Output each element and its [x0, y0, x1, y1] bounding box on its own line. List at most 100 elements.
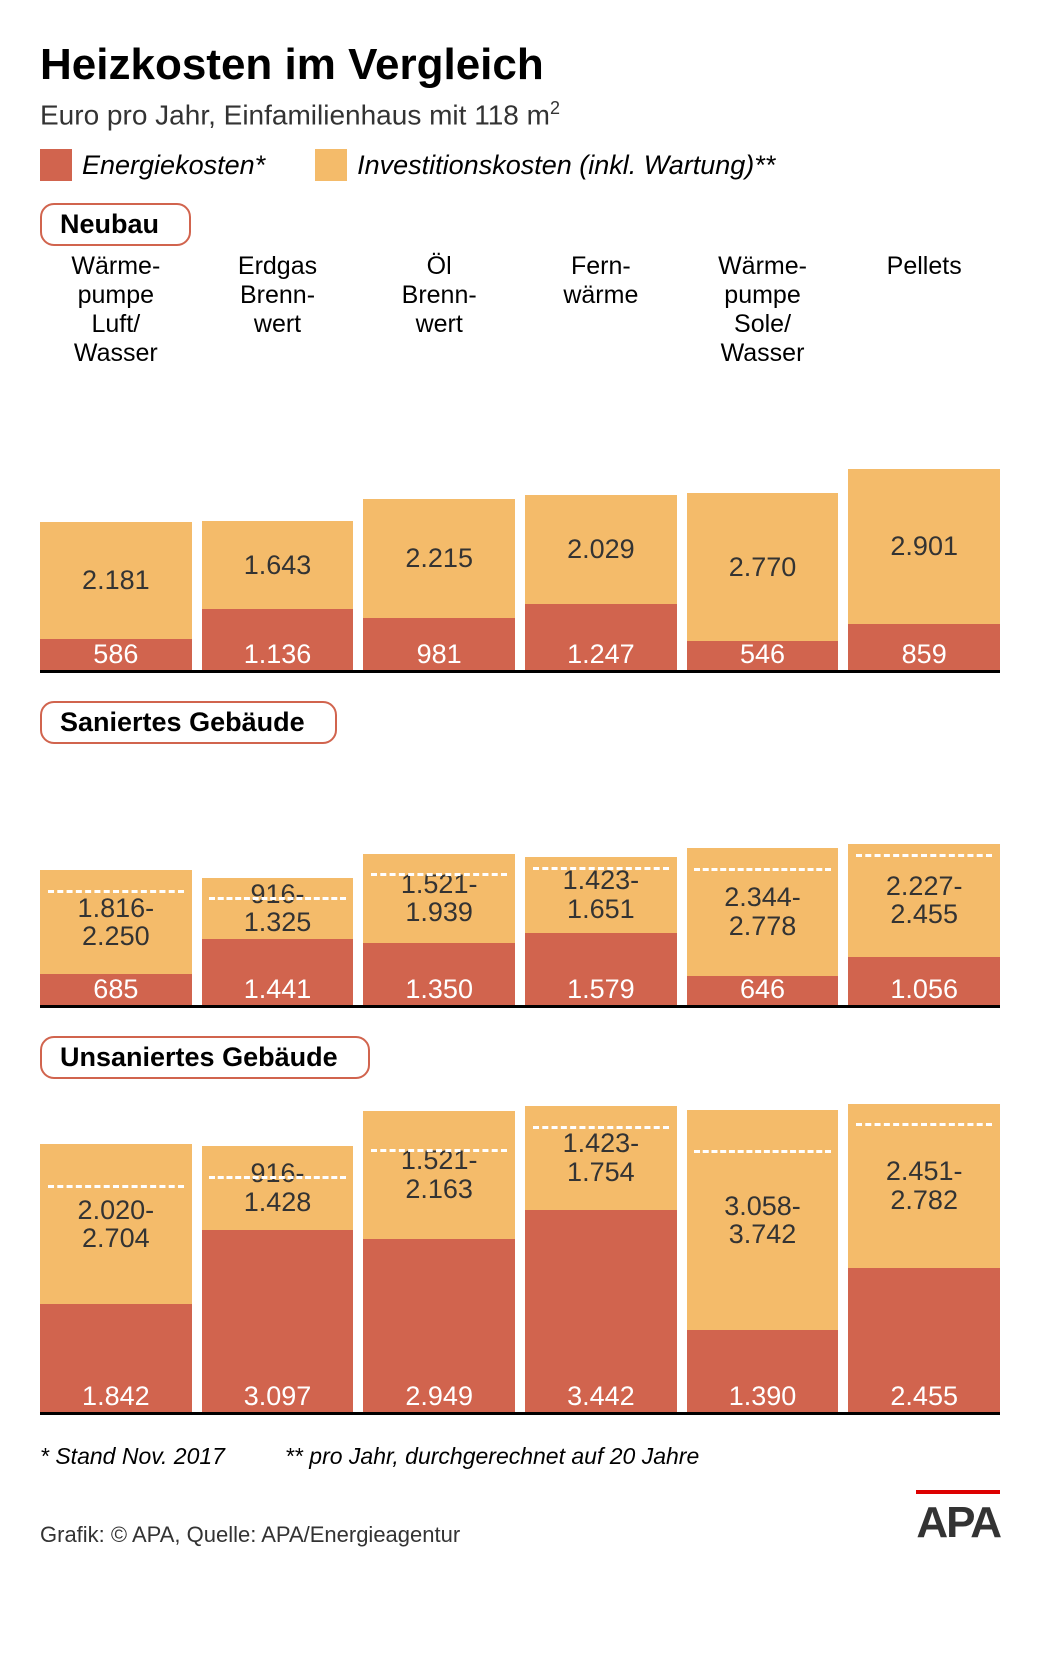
bar: 1.521-1.939 1.350 [363, 854, 515, 1006]
bar-value-energy: 1.842 [82, 1382, 150, 1410]
bar: 2.020-2.704 1.842 [40, 1144, 192, 1412]
range-dash [694, 868, 831, 871]
bar-segment-energy: 546 [687, 641, 839, 670]
bar: 1.521-2.1632.949 [363, 1111, 515, 1412]
stacked-bar-chart: 1.816-2.250685916-1.3251.4411.521-1.9391… [40, 750, 1000, 1008]
column-headers: Wärme-pumpeLuft/WasserErdgasBrenn-wertÖl… [40, 252, 1000, 367]
stacked-bar-chart: 2.1815861.6431.1362.2159812.0291.2472.77… [40, 373, 1000, 673]
bar-segment-energy: 1.390 [687, 1330, 839, 1412]
bar-segment-energy: 685 [40, 974, 192, 1006]
bar-value-energy: 3.442 [567, 1382, 635, 1410]
bar-value-energy: 1.136 [244, 640, 312, 668]
bar-segment-energy: 3.097 [202, 1230, 354, 1413]
legend-swatch [40, 149, 72, 181]
bar-value-energy: 1.390 [729, 1382, 797, 1410]
bar-segment-energy: 1.441 [202, 939, 354, 1005]
range-dash [533, 1126, 670, 1129]
bar-value-invest: 2.029 [567, 535, 635, 563]
column-header: ÖlBrenn-wert [363, 252, 515, 367]
bar-segment-invest: 1.521-1.939 [363, 854, 515, 943]
bar-segment-energy: 1.350 [363, 943, 515, 1005]
bar-segment-invest: 2.344-2.778 [687, 848, 839, 976]
bar-value-invest: 1.423-1.651 [563, 866, 640, 923]
bar-segment-invest: 1.423-1.754 [525, 1106, 677, 1209]
bar-value-invest: 2.215 [405, 544, 473, 572]
bar: 1.643 1.136 [202, 521, 354, 670]
bar: 2.770 546 [687, 493, 839, 671]
legend-item: Investitionskosten (inkl. Wartung)** [315, 149, 775, 181]
bar-value-invest: 1.521-2.163 [401, 1146, 478, 1203]
bar-value-invest: 2.770 [729, 553, 797, 581]
bar-value-energy: 685 [93, 975, 138, 1003]
bar: 916-1.428 3.097 [202, 1146, 354, 1413]
bar-value-energy: 859 [902, 640, 947, 668]
section-label: Neubau [40, 203, 191, 246]
bar-value-energy: 1.350 [405, 975, 473, 1003]
bar-segment-energy: 1.056 [848, 957, 1000, 1006]
bar-value-invest: 3.058-3.742 [724, 1192, 801, 1249]
range-dash [371, 873, 508, 876]
bar-segment-invest: 1.521-2.163 [363, 1111, 515, 1238]
legend-item: Energiekosten* [40, 149, 265, 181]
bar: 2.0291.247 [525, 495, 677, 670]
bar-segment-invest: 2.020-2.704 [40, 1144, 192, 1303]
bar-value-invest: 2.020-2.704 [78, 1196, 155, 1253]
legend: Energiekosten* Investitionskosten (inkl. … [40, 149, 1000, 181]
bar-value-invest: 2.181 [82, 566, 150, 594]
bar-segment-energy: 1.136 [202, 609, 354, 670]
bar: 1.423-1.651 1.579 [525, 857, 677, 1006]
legend-label: Energiekosten* [82, 150, 265, 181]
range-dash [694, 1150, 831, 1153]
bar-value-invest: 2.344-2.778 [724, 883, 801, 940]
section-label: Saniertes Gebäude [40, 701, 337, 744]
bar: 2.344-2.778 646 [687, 848, 839, 1006]
bar-value-invest: 2.451-2.782 [886, 1157, 963, 1214]
range-dash [209, 897, 346, 900]
column-header: Fern-wärme [525, 252, 677, 367]
bar-segment-invest: 2.451-2.782 [848, 1104, 1000, 1268]
bar-value-energy: 1.056 [890, 975, 958, 1003]
bar-segment-energy: 981 [363, 618, 515, 671]
range-dash [48, 890, 185, 893]
bar-segment-invest: 3.058-3.742 [687, 1110, 839, 1331]
bar-segment-energy: 2.455 [848, 1268, 1000, 1413]
bar-value-invest: 916-1.428 [244, 1159, 312, 1216]
subtitle-sup: 2 [550, 98, 560, 118]
column-header: Wärme-pumpeLuft/Wasser [40, 252, 192, 367]
bar: 2.451-2.782 2.455 [848, 1104, 1000, 1413]
apa-logo: APA [916, 1498, 1000, 1548]
bar-segment-energy: 1.842 [40, 1304, 192, 1413]
column-header: Pellets [848, 252, 1000, 367]
range-dash [371, 1149, 508, 1152]
bar-segment-invest: 1.423-1.651 [525, 857, 677, 933]
bar-value-invest: 2.227-2.455 [886, 872, 963, 929]
bar-value-invest: 1.643 [244, 551, 312, 579]
bar-value-energy: 546 [740, 640, 785, 668]
source-text: Grafik: © APA, Quelle: APA/Energieagentu… [40, 1522, 460, 1548]
bar-segment-invest: 2.227-2.455 [848, 844, 1000, 957]
bar-value-energy: 3.097 [244, 1382, 312, 1410]
bar-segment-invest: 1.816-2.250 [40, 870, 192, 974]
bar-segment-invest: 916-1.325 [202, 878, 354, 939]
bar-value-energy: 1.579 [567, 975, 635, 1003]
stacked-bar-chart: 2.020-2.704 1.842 916-1.428 3.097 1.521-2.16… [40, 1085, 1000, 1415]
bar-value-energy: 586 [93, 640, 138, 668]
range-dash [48, 1185, 185, 1188]
range-dash [533, 867, 670, 870]
bar-value-energy: 2.455 [890, 1382, 958, 1410]
column-header: ErdgasBrenn-wert [202, 252, 354, 367]
footnote: ** pro Jahr, durchgerechnet auf 20 Jahre [285, 1443, 699, 1470]
bar-segment-invest: 2.215 [363, 499, 515, 618]
range-dash [209, 1176, 346, 1179]
bar: 3.058-3.742 1.390 [687, 1110, 839, 1412]
section-label: Unsaniertes Gebäude [40, 1036, 370, 1079]
bar: 2.181 586 [40, 522, 192, 670]
bar-segment-energy: 646 [687, 976, 839, 1006]
source-row: Grafik: © APA, Quelle: APA/Energieagentu… [40, 1498, 1000, 1548]
bar-segment-energy: 3.442 [525, 1210, 677, 1413]
footnotes: * Stand Nov. 2017** pro Jahr, durchgerec… [40, 1443, 1000, 1470]
bar-segment-energy: 586 [40, 639, 192, 670]
range-dash [856, 854, 993, 857]
bar: 916-1.3251.441 [202, 878, 354, 1005]
bar-value-energy: 646 [740, 975, 785, 1003]
